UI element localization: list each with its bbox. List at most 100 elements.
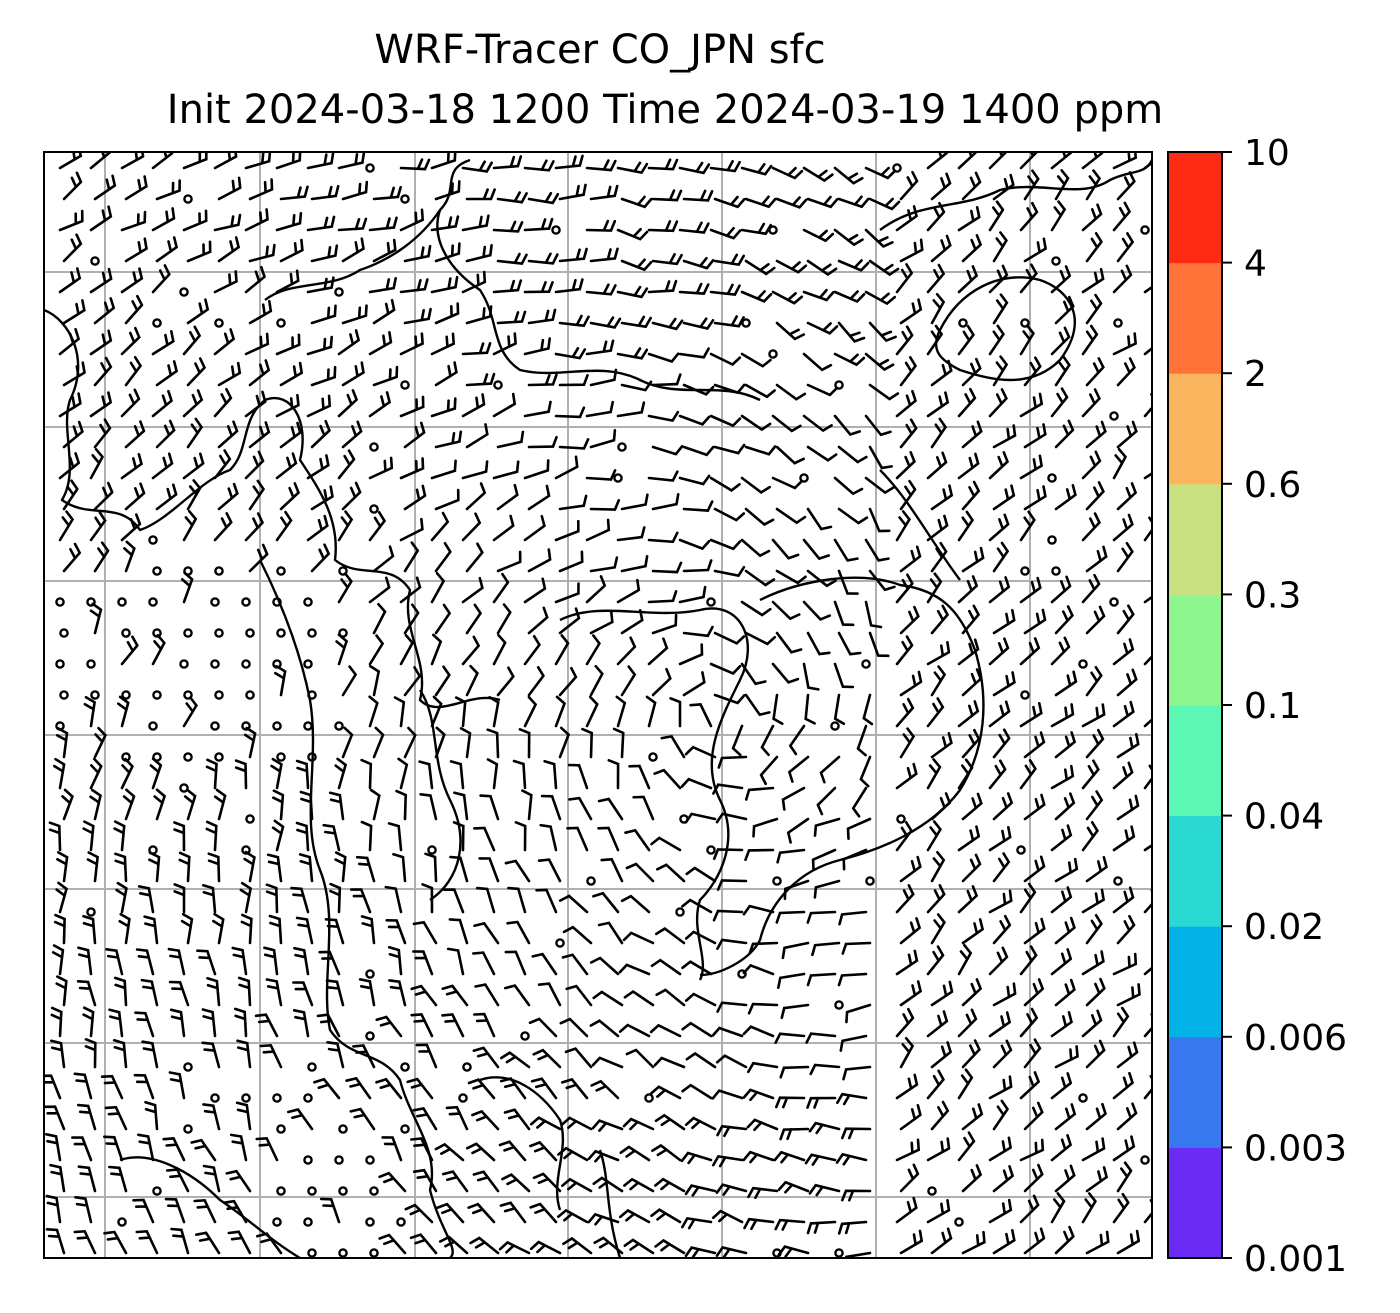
calm-wind-marker xyxy=(338,1186,348,1196)
wind-barb xyxy=(93,174,117,201)
wind-barb xyxy=(341,361,365,387)
wind-barb xyxy=(1019,882,1037,914)
calm-wind-marker xyxy=(183,194,193,204)
wind-barb xyxy=(368,664,381,697)
wind-barb xyxy=(992,484,1016,511)
wind-barb xyxy=(325,979,345,1007)
calm-wind-marker xyxy=(121,628,131,638)
wind-barb xyxy=(368,391,392,418)
calm-wind-marker xyxy=(555,938,565,948)
wind-barb xyxy=(806,1220,837,1235)
calm-wind-marker xyxy=(1109,411,1119,421)
wind-barb xyxy=(1019,576,1042,604)
wind-barb xyxy=(155,419,176,449)
wind-barb xyxy=(527,191,560,205)
wind-barb xyxy=(403,666,422,697)
wind-barb xyxy=(310,419,331,449)
wind-barb xyxy=(213,152,238,170)
wind-barb xyxy=(988,264,1009,294)
wind-barb xyxy=(1081,759,1100,790)
map-frame xyxy=(43,151,1153,1259)
wind-barb xyxy=(77,1103,97,1131)
calm-wind-marker xyxy=(334,721,344,731)
wind-barb xyxy=(561,1177,593,1193)
wind-barb xyxy=(539,823,558,852)
wind-barb xyxy=(207,852,221,883)
wind-barb xyxy=(244,390,267,418)
wind-barb xyxy=(816,786,837,816)
wind-barb xyxy=(682,625,714,638)
wind-barb xyxy=(682,317,715,330)
wind-barb xyxy=(558,374,589,387)
wind-barb xyxy=(1116,482,1138,511)
calm-wind-marker xyxy=(551,225,561,235)
wind-barb xyxy=(775,196,808,209)
wind-barb xyxy=(1085,357,1105,387)
wind-barb xyxy=(144,1100,159,1131)
wind-barb xyxy=(1019,1071,1041,1100)
wind-barb xyxy=(771,476,804,490)
wind-barb xyxy=(651,613,678,635)
wind-barb xyxy=(287,1108,314,1131)
wind-barb xyxy=(806,195,839,209)
wind-barb xyxy=(164,1197,186,1224)
wind-barb xyxy=(1023,1227,1046,1255)
wind-barb xyxy=(155,360,179,387)
wind-barb xyxy=(229,1133,248,1162)
wind-barb xyxy=(988,451,1010,480)
wind-barb xyxy=(808,1183,841,1197)
wind-barb xyxy=(341,180,369,201)
wind-barb xyxy=(441,1170,469,1193)
calm-wind-marker xyxy=(892,163,902,173)
wind-barb xyxy=(777,1180,810,1194)
wind-barb xyxy=(310,365,337,387)
wind-barb xyxy=(590,1079,620,1100)
wind-barb xyxy=(86,851,99,883)
wind-barb xyxy=(523,459,550,480)
wind-barb xyxy=(345,1076,372,1100)
wind-barb xyxy=(523,400,552,418)
wind-barb xyxy=(1081,821,1099,852)
wind-barb xyxy=(151,634,166,666)
wind-barb xyxy=(625,1048,655,1069)
wind-barb xyxy=(151,389,174,418)
wind-barb xyxy=(961,480,981,511)
wind-barb xyxy=(713,693,746,705)
wind-barb xyxy=(137,1133,155,1162)
wind-barb xyxy=(777,972,806,989)
wind-barb xyxy=(1019,201,1039,232)
wind-barb xyxy=(1054,1045,1079,1069)
wind-barb xyxy=(337,572,353,604)
wind-barb xyxy=(473,826,496,852)
wind-barb xyxy=(474,983,500,1007)
wind-barb xyxy=(1054,670,1078,697)
wind-barb xyxy=(620,894,651,914)
wind-barb xyxy=(434,180,461,201)
wind-barb xyxy=(523,514,546,542)
wind-barb xyxy=(961,171,982,201)
calm-wind-marker xyxy=(834,1248,844,1258)
wind-barb xyxy=(318,950,341,976)
wind-barb xyxy=(833,600,855,627)
wind-barb xyxy=(1019,1138,1045,1162)
wind-barb xyxy=(587,1212,620,1226)
wind-barb xyxy=(742,1088,775,1102)
wind-barb xyxy=(82,1006,95,1038)
wind-barb xyxy=(600,857,624,883)
wind-barb xyxy=(84,1038,97,1069)
wind-barb xyxy=(930,604,950,635)
wind-barb xyxy=(341,304,368,325)
wind-barb xyxy=(992,173,1015,201)
wind-barb xyxy=(988,700,1011,728)
wind-barb xyxy=(255,1136,279,1162)
wind-barb xyxy=(1112,201,1132,232)
calm-wind-marker xyxy=(1047,535,1057,545)
wind-barb xyxy=(53,757,66,790)
wind-barb xyxy=(148,851,161,883)
wind-barb xyxy=(120,326,141,356)
wind-barb xyxy=(124,294,144,325)
wind-barb xyxy=(259,1043,283,1069)
wind-barb xyxy=(387,822,403,852)
wind-barb xyxy=(403,484,427,511)
wind-barb xyxy=(465,188,496,201)
